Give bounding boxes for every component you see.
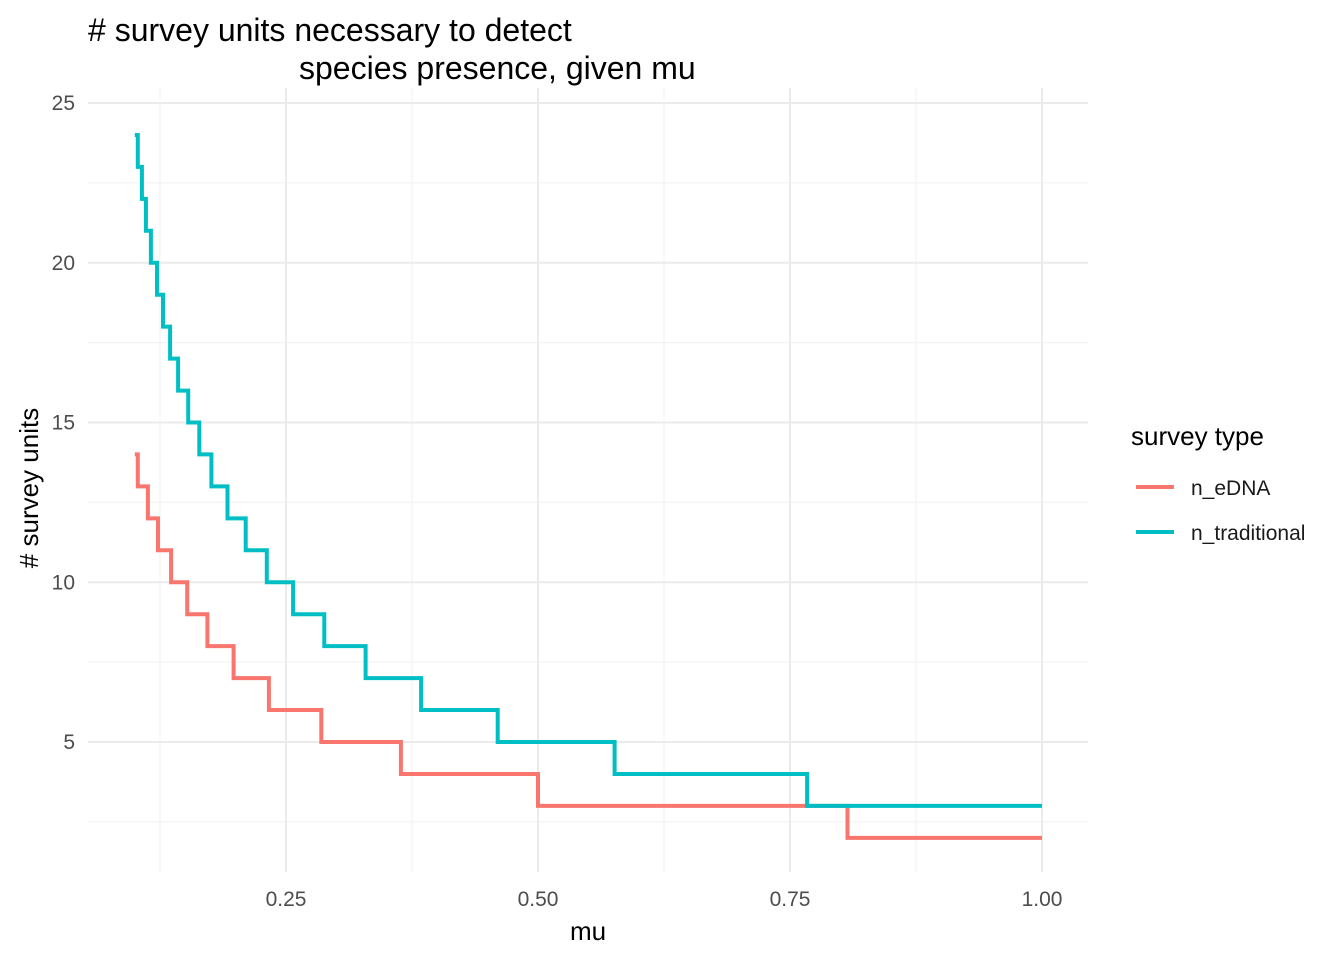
legend: survey type n_eDNA n_traditional	[1131, 421, 1305, 545]
chart-title-line-1: # survey units necessary to detect	[88, 12, 572, 48]
series-layer	[134, 133, 1042, 840]
y-axis-tick-labels: 5 10 15 20 25	[52, 92, 75, 754]
y-tick-label: 15	[52, 412, 75, 435]
x-tick-label: 0.25	[266, 888, 307, 911]
y-tick-label: 10	[52, 571, 75, 594]
series-line-n-traditional	[134, 133, 1042, 808]
y-axis-title: # survey units	[14, 408, 44, 568]
legend-label-n-edna: n_eDNA	[1191, 477, 1270, 500]
major-gridlines	[88, 88, 1088, 872]
legend-label-n-traditional: n_traditional	[1191, 522, 1305, 545]
x-tick-label: 1.00	[1022, 888, 1063, 911]
x-axis-title: mu	[570, 916, 606, 946]
y-tick-label: 5	[63, 731, 75, 754]
chart-title-line-2: species presence, given mu	[299, 50, 696, 86]
x-axis-tick-labels: 0.25 0.50 0.75 1.00	[266, 888, 1063, 911]
y-tick-label: 20	[52, 252, 75, 275]
series-line-n-edna	[134, 452, 1042, 840]
x-tick-label: 0.75	[770, 888, 811, 911]
y-tick-label: 25	[52, 92, 75, 115]
x-tick-label: 0.50	[518, 888, 559, 911]
minor-gridlines	[88, 88, 1088, 872]
legend-title: survey type	[1131, 421, 1264, 451]
